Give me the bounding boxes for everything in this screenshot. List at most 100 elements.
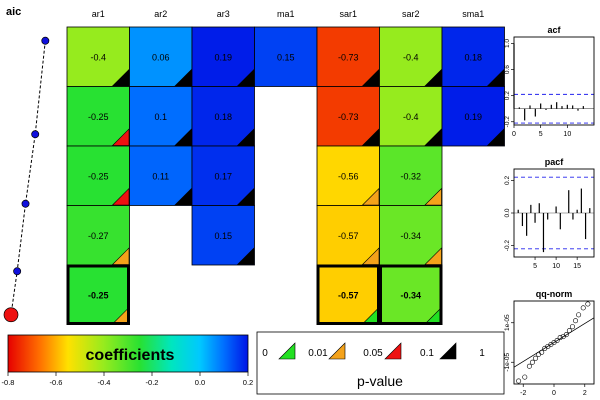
cell-value: -0.34 (400, 231, 421, 241)
heatmap-cell: -0.32 (379, 145, 443, 206)
y-tick-label: -1e-05 (504, 352, 511, 371)
cell-fill (379, 26, 443, 87)
cell-value: -0.32 (400, 171, 421, 181)
cell-value: -0.73 (338, 112, 359, 122)
colorbar-title: coefficients (86, 347, 175, 364)
heatmap-cell: -0.25 (66, 145, 130, 206)
colorbar-tick-label: 0.0 (195, 378, 205, 387)
cell-value: 0.15 (277, 52, 295, 62)
p-value-swatch (384, 342, 402, 360)
heatmap-cell: -0.25 (66, 264, 130, 325)
qq-point (566, 328, 572, 334)
heatmap-cell: -0.25 (66, 86, 130, 147)
heatmap-cell: -0.57 (316, 205, 380, 266)
cell-fill (66, 145, 130, 206)
p-value-marker (361, 187, 380, 206)
qq-point (569, 324, 575, 330)
heatmap-cell: 0.17 (191, 145, 255, 206)
p-value-marker (361, 128, 380, 146)
cell-value: -0.73 (338, 52, 359, 62)
qq-point (580, 305, 586, 311)
coefficient-colorbar: coefficients -0.8 -0.6 -0.4 -0.2 0.0 0.2 (2, 334, 253, 387)
cell-value: -0.4 (90, 52, 106, 62)
qq-point (533, 355, 539, 361)
aic-point (41, 36, 50, 45)
cell-value: 0.18 (214, 112, 232, 122)
qq-reference-line (513, 317, 595, 368)
aic-label: aic (6, 6, 21, 18)
aic-panel: aic (3, 6, 50, 323)
p-value-marker (236, 187, 255, 206)
cell-fill (441, 26, 505, 87)
heatmap-cell: 0.19 (441, 86, 505, 147)
cell-fill (316, 205, 380, 266)
y-tick-label: 1.0 (504, 39, 511, 48)
cell-value: -0.34 (400, 290, 421, 300)
heatmap-cell: -0.73 (316, 26, 380, 87)
colorbar-gradient (7, 334, 249, 373)
cell-fill (66, 26, 130, 87)
panel-title: acf (547, 25, 561, 35)
cell-fill (316, 26, 380, 87)
heatmap-cell: 0.15 (254, 26, 318, 87)
panel-title: pacf (545, 157, 565, 167)
heatmap-cell: 0.06 (129, 26, 193, 87)
heatmap-cell: -0.57 (316, 264, 380, 325)
p-value-swatch (328, 342, 346, 360)
cell-fill (316, 86, 380, 147)
qq-point (522, 374, 528, 380)
x-tick-label: 5 (539, 131, 543, 138)
qq-point (585, 301, 591, 307)
y-tick-label: 0.2 (504, 176, 511, 185)
panel-title: qq-norm (536, 289, 573, 299)
p-value-marker (236, 128, 255, 146)
cell-value: 0.19 (464, 112, 482, 122)
p-value-marker (361, 68, 380, 87)
x-tick-label: 0 (552, 390, 556, 397)
heatmap-cell: -0.4 (379, 86, 443, 147)
cell-fill (441, 86, 505, 147)
cell-fill (379, 145, 443, 206)
qq-norm-panel: qq-norm -2 0 2 -1e-05 1e-05 (504, 289, 595, 397)
panel-frame (513, 36, 595, 126)
column-label-ma1: ma1 (277, 9, 295, 19)
x-tick-label: 5 (533, 263, 537, 270)
p-value-legend: 0 0.01 0.05 0.1 1 p-value (256, 331, 505, 395)
p-value-marker (424, 128, 442, 146)
p-value-label: 0.01 (308, 348, 328, 359)
heatmap-cell: -0.27 (66, 205, 130, 266)
qq-point (529, 359, 535, 365)
cell-value: 0.18 (464, 52, 482, 62)
legend-title: p-value (357, 373, 403, 389)
heatmap-cell: 0.1 (129, 86, 193, 147)
p-value-marker (111, 187, 130, 206)
selected-model-outline (316, 264, 380, 325)
heatmap-cell: -0.4 (379, 26, 443, 87)
p-value-label: 0.1 (420, 348, 434, 359)
cell-fill (129, 26, 193, 87)
p-value-marker (174, 128, 192, 146)
qq-point (557, 335, 563, 341)
column-label-sar2: sar2 (402, 9, 420, 19)
heatmap-cell: 0.18 (441, 26, 505, 87)
qq-point (573, 318, 579, 324)
column-label-sar1: sar1 (339, 9, 357, 19)
cell-fill (129, 86, 193, 147)
aic-point (13, 267, 22, 276)
y-tick-label: -0.2 (504, 240, 511, 252)
qq-point (526, 363, 532, 369)
legend-frame (256, 331, 505, 395)
selected-model-outline (379, 264, 443, 325)
cell-value: -0.4 (403, 52, 419, 62)
p-value-label: 0 (262, 348, 268, 359)
p-value-marker (424, 68, 442, 87)
colorbar-tick-label: -0.4 (98, 378, 111, 387)
acf-panel: acf 0 5 10 -0.2 0.2 0.6 1.0 (504, 25, 595, 138)
p-value-swatch (278, 342, 296, 360)
y-tick-label: 1e-05 (504, 314, 511, 331)
cell-value: -0.25 (88, 290, 109, 300)
cell-value: -0.25 (88, 112, 109, 122)
cell-value: -0.4 (403, 112, 419, 122)
cell-fill (316, 145, 380, 206)
